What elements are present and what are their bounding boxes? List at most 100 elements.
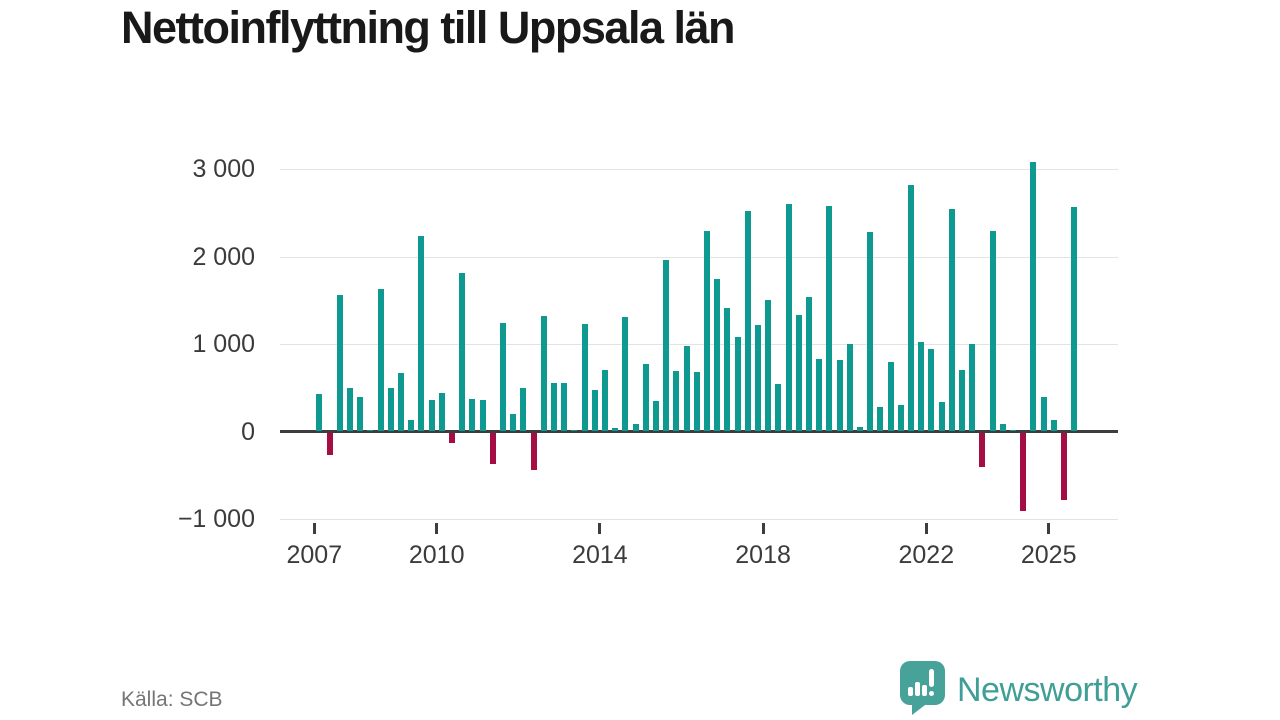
bar-2009-q1 <box>398 373 404 431</box>
newsworthy-logo: Newsworthy <box>899 660 1138 720</box>
source-note: Källa: SCB <box>121 688 223 711</box>
bar-2018-q3 <box>785 203 792 431</box>
gridline--1000 <box>280 519 1118 520</box>
bar-2014-q2 <box>612 427 619 431</box>
y-axis-label: 1 000 <box>192 330 255 358</box>
y-axis-label: 0 <box>241 417 255 446</box>
bar-2022-q1 <box>928 348 935 432</box>
x-axis-tick-2025 <box>1047 523 1051 534</box>
bar-2024-q2 <box>1020 433 1027 511</box>
bar-2023-q2 <box>979 433 986 468</box>
page-title: Nettoinflyttning till Uppsala län <box>121 2 736 53</box>
bar-2025-q1 <box>1050 419 1057 431</box>
bar-2014-q4 <box>632 424 639 431</box>
bar-2015-q1 <box>642 363 649 431</box>
bar-2011-q4 <box>510 414 517 431</box>
bar-2025-q2 <box>1061 433 1067 501</box>
bar-2013-q1 <box>561 382 568 431</box>
newsworthy-bubble-chart-icon <box>899 660 946 720</box>
x-axis-tick-2018 <box>761 523 765 534</box>
x-axis-tick-2014 <box>598 523 602 534</box>
x-axis-label: 2018 <box>735 541 791 569</box>
bar-2012-q4 <box>551 382 557 431</box>
bar-2007-q1 <box>316 394 323 432</box>
bar-2015-q3 <box>663 259 670 431</box>
bar-2008-q3 <box>377 289 384 432</box>
bar-2015-q4 <box>673 370 680 431</box>
bar-2022-q4 <box>959 369 965 431</box>
bar-2017-q3 <box>744 210 751 431</box>
bar-2019-q2 <box>816 359 823 432</box>
bar-2011-q2 <box>489 433 496 464</box>
bar-2018-q1 <box>765 299 772 432</box>
gridline-1000 <box>280 344 1118 345</box>
bar-2009-q3 <box>418 235 425 431</box>
bar-2016-q2 <box>693 372 700 431</box>
bar-2024-q1 <box>1010 430 1016 431</box>
bar-2020-q1 <box>846 344 853 431</box>
x-axis-tick-2010 <box>435 523 439 534</box>
bar-2017-q2 <box>734 336 741 431</box>
bar-2021-q2 <box>897 404 904 432</box>
bar-2007-q4 <box>347 388 353 431</box>
x-axis-label: 2014 <box>572 541 628 569</box>
bar-2021-q1 <box>887 361 894 431</box>
bar-2024-q4 <box>1040 396 1047 431</box>
bar-2012-q2 <box>530 433 537 470</box>
bar-2010-q2 <box>449 433 455 443</box>
bar-2010-q1 <box>438 392 445 431</box>
newsworthy-logo-text: Newsworthy <box>957 670 1138 709</box>
bar-2007-q2 <box>326 433 333 455</box>
gridline-3000 <box>280 169 1118 170</box>
bar-2017-q4 <box>755 325 761 431</box>
bar-2021-q3 <box>908 185 914 431</box>
bar-2015-q2 <box>653 401 659 431</box>
zero-axis-line <box>280 430 1118 433</box>
bar-2016-q4 <box>714 278 721 432</box>
x-axis-label: 2010 <box>408 541 465 569</box>
y-axis-label: −1 000 <box>177 505 255 533</box>
bar-2018-q2 <box>775 383 782 432</box>
bar-2020-q3 <box>867 231 874 431</box>
bar-2013-q4 <box>591 389 598 431</box>
bar-2024-q3 <box>1030 162 1037 431</box>
bar-2019-q3 <box>826 206 833 431</box>
bar-2022-q2 <box>938 402 945 431</box>
bar-2017-q1 <box>724 307 731 431</box>
bar-2023-q1 <box>969 343 976 431</box>
x-axis-tick-2007 <box>312 523 316 534</box>
bar-2010-q3 <box>459 272 466 431</box>
bar-2011-q3 <box>500 323 506 431</box>
x-axis-label: 2022 <box>898 541 955 569</box>
y-axis-label: 3 000 <box>192 155 255 183</box>
bar-2023-q3 <box>989 230 996 431</box>
bar-2020-q2 <box>857 426 863 431</box>
y-axis-label: 2 000 <box>192 242 255 271</box>
bar-2011-q1 <box>479 400 486 431</box>
bar-2020-q4 <box>877 407 884 431</box>
bar-2016-q1 <box>683 346 690 431</box>
bar-2009-q2 <box>408 419 415 431</box>
gridline-2000 <box>280 256 1118 258</box>
bar-2016-q3 <box>704 230 710 431</box>
bar-2022-q3 <box>948 208 955 432</box>
bar-2019-q4 <box>836 360 843 431</box>
bar-2008-q2 <box>367 430 374 431</box>
bar-2014-q1 <box>602 369 608 431</box>
bar-2013-q3 <box>581 324 588 432</box>
bar-2007-q3 <box>336 294 343 431</box>
bar-2009-q4 <box>428 399 435 431</box>
bar-2012-q1 <box>520 388 527 431</box>
bar-2012-q3 <box>540 316 547 431</box>
bar-2023-q4 <box>999 424 1006 431</box>
x-axis-tick-2022 <box>924 523 928 534</box>
bar-2014-q3 <box>622 317 629 431</box>
bar-2010-q4 <box>469 398 476 431</box>
x-axis-label: 2007 <box>286 541 343 569</box>
bar-2019-q1 <box>806 297 812 431</box>
bar-2025-q3 <box>1071 207 1078 431</box>
bar-2013-q2 <box>571 430 578 431</box>
bar-2018-q4 <box>795 314 802 431</box>
